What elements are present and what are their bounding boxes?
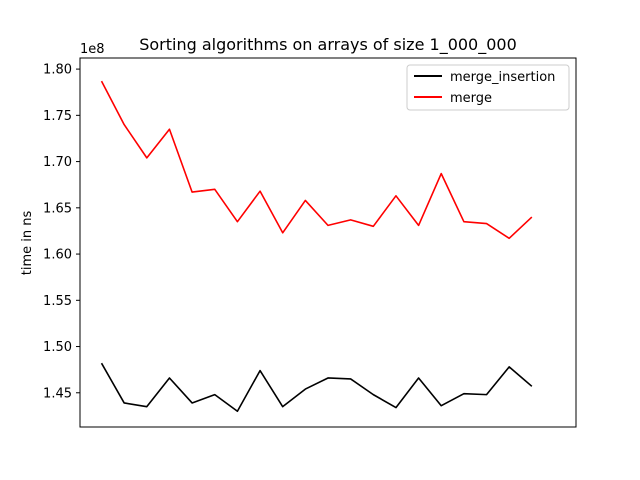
series-line-merge-insertion	[100, 362, 533, 413]
y-tick-label: 1.50	[43, 340, 72, 355]
legend-label-merge-insertion: merge_insertion	[450, 70, 555, 85]
legend-label-merge: merge	[450, 91, 492, 106]
plot-frame	[79, 57, 577, 428]
y-tick-label: 1.45	[43, 386, 72, 401]
y-tick-label: 1.55	[43, 294, 72, 309]
y-tick-label: 1.80	[43, 63, 72, 78]
chart-title: Sorting algorithms on arrays of size 1_0…	[139, 35, 517, 55]
y-axis-label: time in ns	[20, 211, 35, 276]
legend-box	[406, 64, 570, 111]
series-line-merge	[100, 80, 533, 240]
legend: merge_insertion merge	[406, 64, 570, 111]
y-tick-label: 1.75	[43, 109, 72, 124]
y-tick-label: 1.60	[43, 248, 72, 263]
series-lines	[100, 80, 533, 413]
y-tick-label: 1.65	[43, 201, 72, 216]
y-offset-label: 1e8	[80, 42, 105, 57]
y-ticks: 1.45 1.50 1.55 1.60 1.65 1.70 1.75 1.80	[43, 63, 80, 401]
y-tick-label: 1.70	[43, 155, 72, 170]
